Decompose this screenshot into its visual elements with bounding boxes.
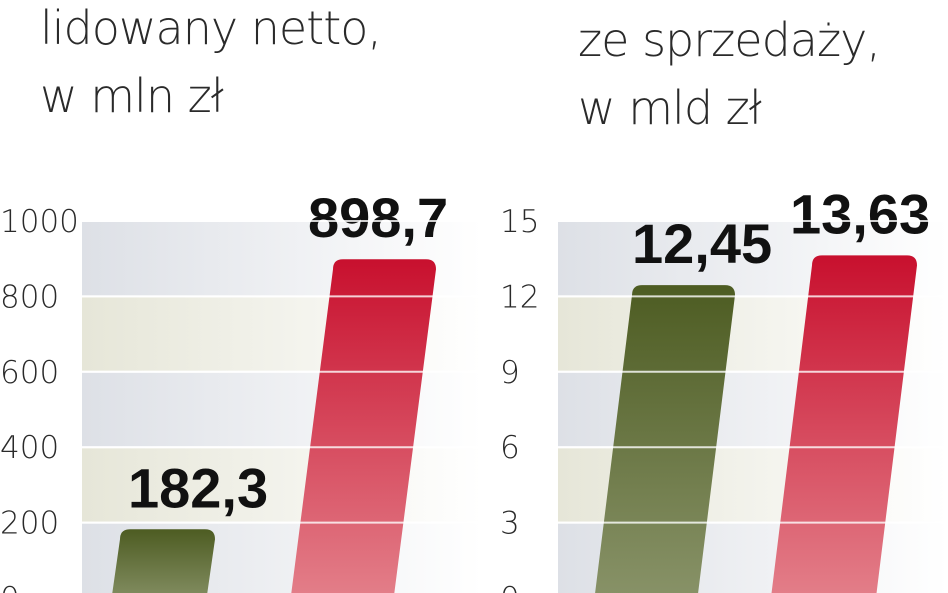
bar bbox=[771, 255, 917, 593]
chart-2-title: ze sprzedaży, w mld zł bbox=[578, 6, 881, 142]
y-tick-label: 15 bbox=[500, 204, 539, 240]
y-tick-label: 12 bbox=[500, 279, 539, 315]
chart-2-title-line-1: ze sprzedaży, bbox=[578, 13, 881, 67]
chart-1: 0 200 400 600 800 1000 182,3 898,7 bbox=[0, 186, 482, 593]
bar bbox=[291, 259, 436, 593]
y-tick-label: 6 bbox=[500, 430, 520, 466]
chart-1-title-line-2: w mln zł bbox=[40, 69, 224, 123]
bar bbox=[112, 529, 215, 593]
chart-1-title-line-1: lidowany netto, bbox=[40, 1, 382, 55]
bar-value-label: 13,63 bbox=[790, 182, 930, 245]
chart-1-title: lidowany netto, w mln zł bbox=[40, 0, 382, 130]
chart-2-title-line-2: w mld zł bbox=[578, 81, 762, 135]
bar-value-label: 898,7 bbox=[308, 186, 448, 249]
y-tick-label: 800 bbox=[0, 279, 59, 315]
bar bbox=[595, 285, 735, 593]
y-tick-label: 3 bbox=[500, 506, 520, 542]
y-tick-label: 400 bbox=[0, 430, 59, 466]
y-tick-label: 0 bbox=[0, 581, 20, 593]
y-tick-label: 1000 bbox=[0, 204, 79, 240]
y-tick-label: 0 bbox=[500, 581, 520, 593]
bar-value-label: 182,3 bbox=[128, 456, 268, 519]
y-tick-label: 9 bbox=[500, 355, 520, 391]
y-tick-label: 200 bbox=[0, 506, 59, 542]
y-tick-label: 600 bbox=[0, 355, 59, 391]
grid-band bbox=[82, 447, 482, 523]
chart-2: 0 3 6 9 12 15 12,45 13,63 bbox=[500, 182, 948, 593]
bar-value-label: 12,45 bbox=[632, 212, 772, 275]
